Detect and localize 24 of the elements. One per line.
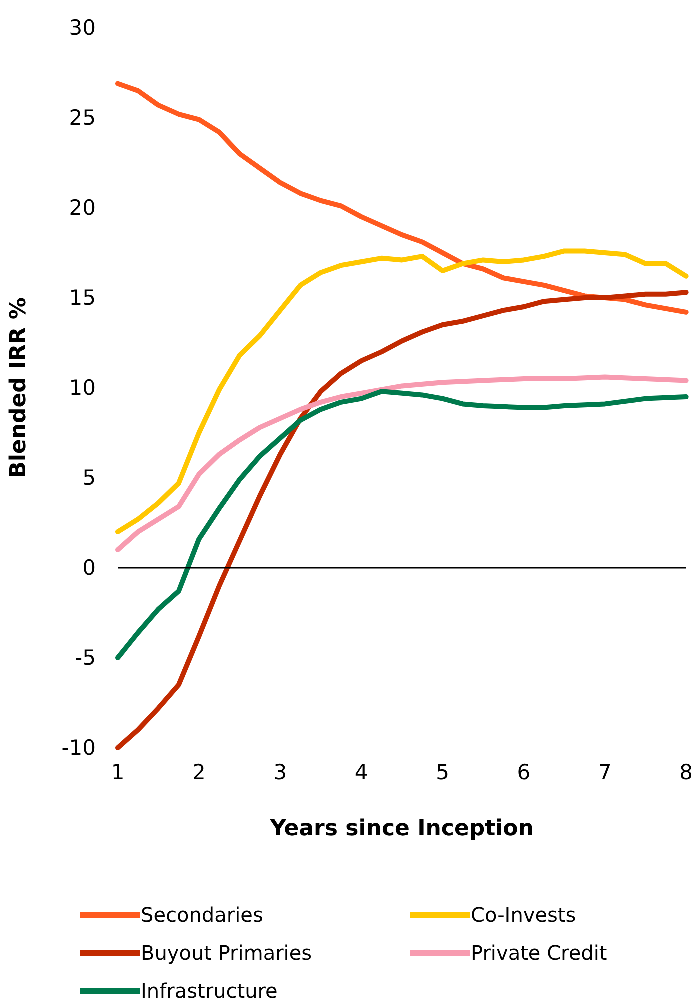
x-axis-title: Years since Inception	[269, 816, 534, 842]
x-tick-label: 7	[598, 760, 612, 784]
y-tick-label: 25	[69, 106, 96, 130]
y-tick-label: 5	[82, 466, 96, 490]
legend-label: Buyout Primaries	[141, 941, 312, 965]
y-tick-label: -5	[75, 646, 96, 670]
x-tick-label: 8	[680, 760, 694, 784]
y-axis-title: Blended IRR %	[6, 298, 32, 478]
x-tick-label: 4	[354, 760, 368, 784]
y-tick-label: 30	[69, 16, 96, 40]
x-tick-label: 6	[517, 760, 531, 784]
legend-label: Secondaries	[141, 903, 264, 927]
x-tick-label: 5	[436, 760, 450, 784]
legend-label: Infrastructure	[141, 979, 278, 998]
x-tick-label: 2	[192, 760, 206, 784]
y-tick-label: 20	[69, 196, 96, 220]
y-tick-label: -10	[62, 736, 96, 760]
legend-label: Private Credit	[471, 941, 608, 965]
y-tick-label: 15	[69, 286, 96, 310]
x-tick-label: 3	[274, 760, 288, 784]
legend-label: Co-Invests	[471, 903, 576, 927]
x-tick-label: 1	[111, 760, 125, 784]
y-tick-label: 10	[69, 376, 96, 400]
y-tick-label: 0	[82, 556, 96, 580]
